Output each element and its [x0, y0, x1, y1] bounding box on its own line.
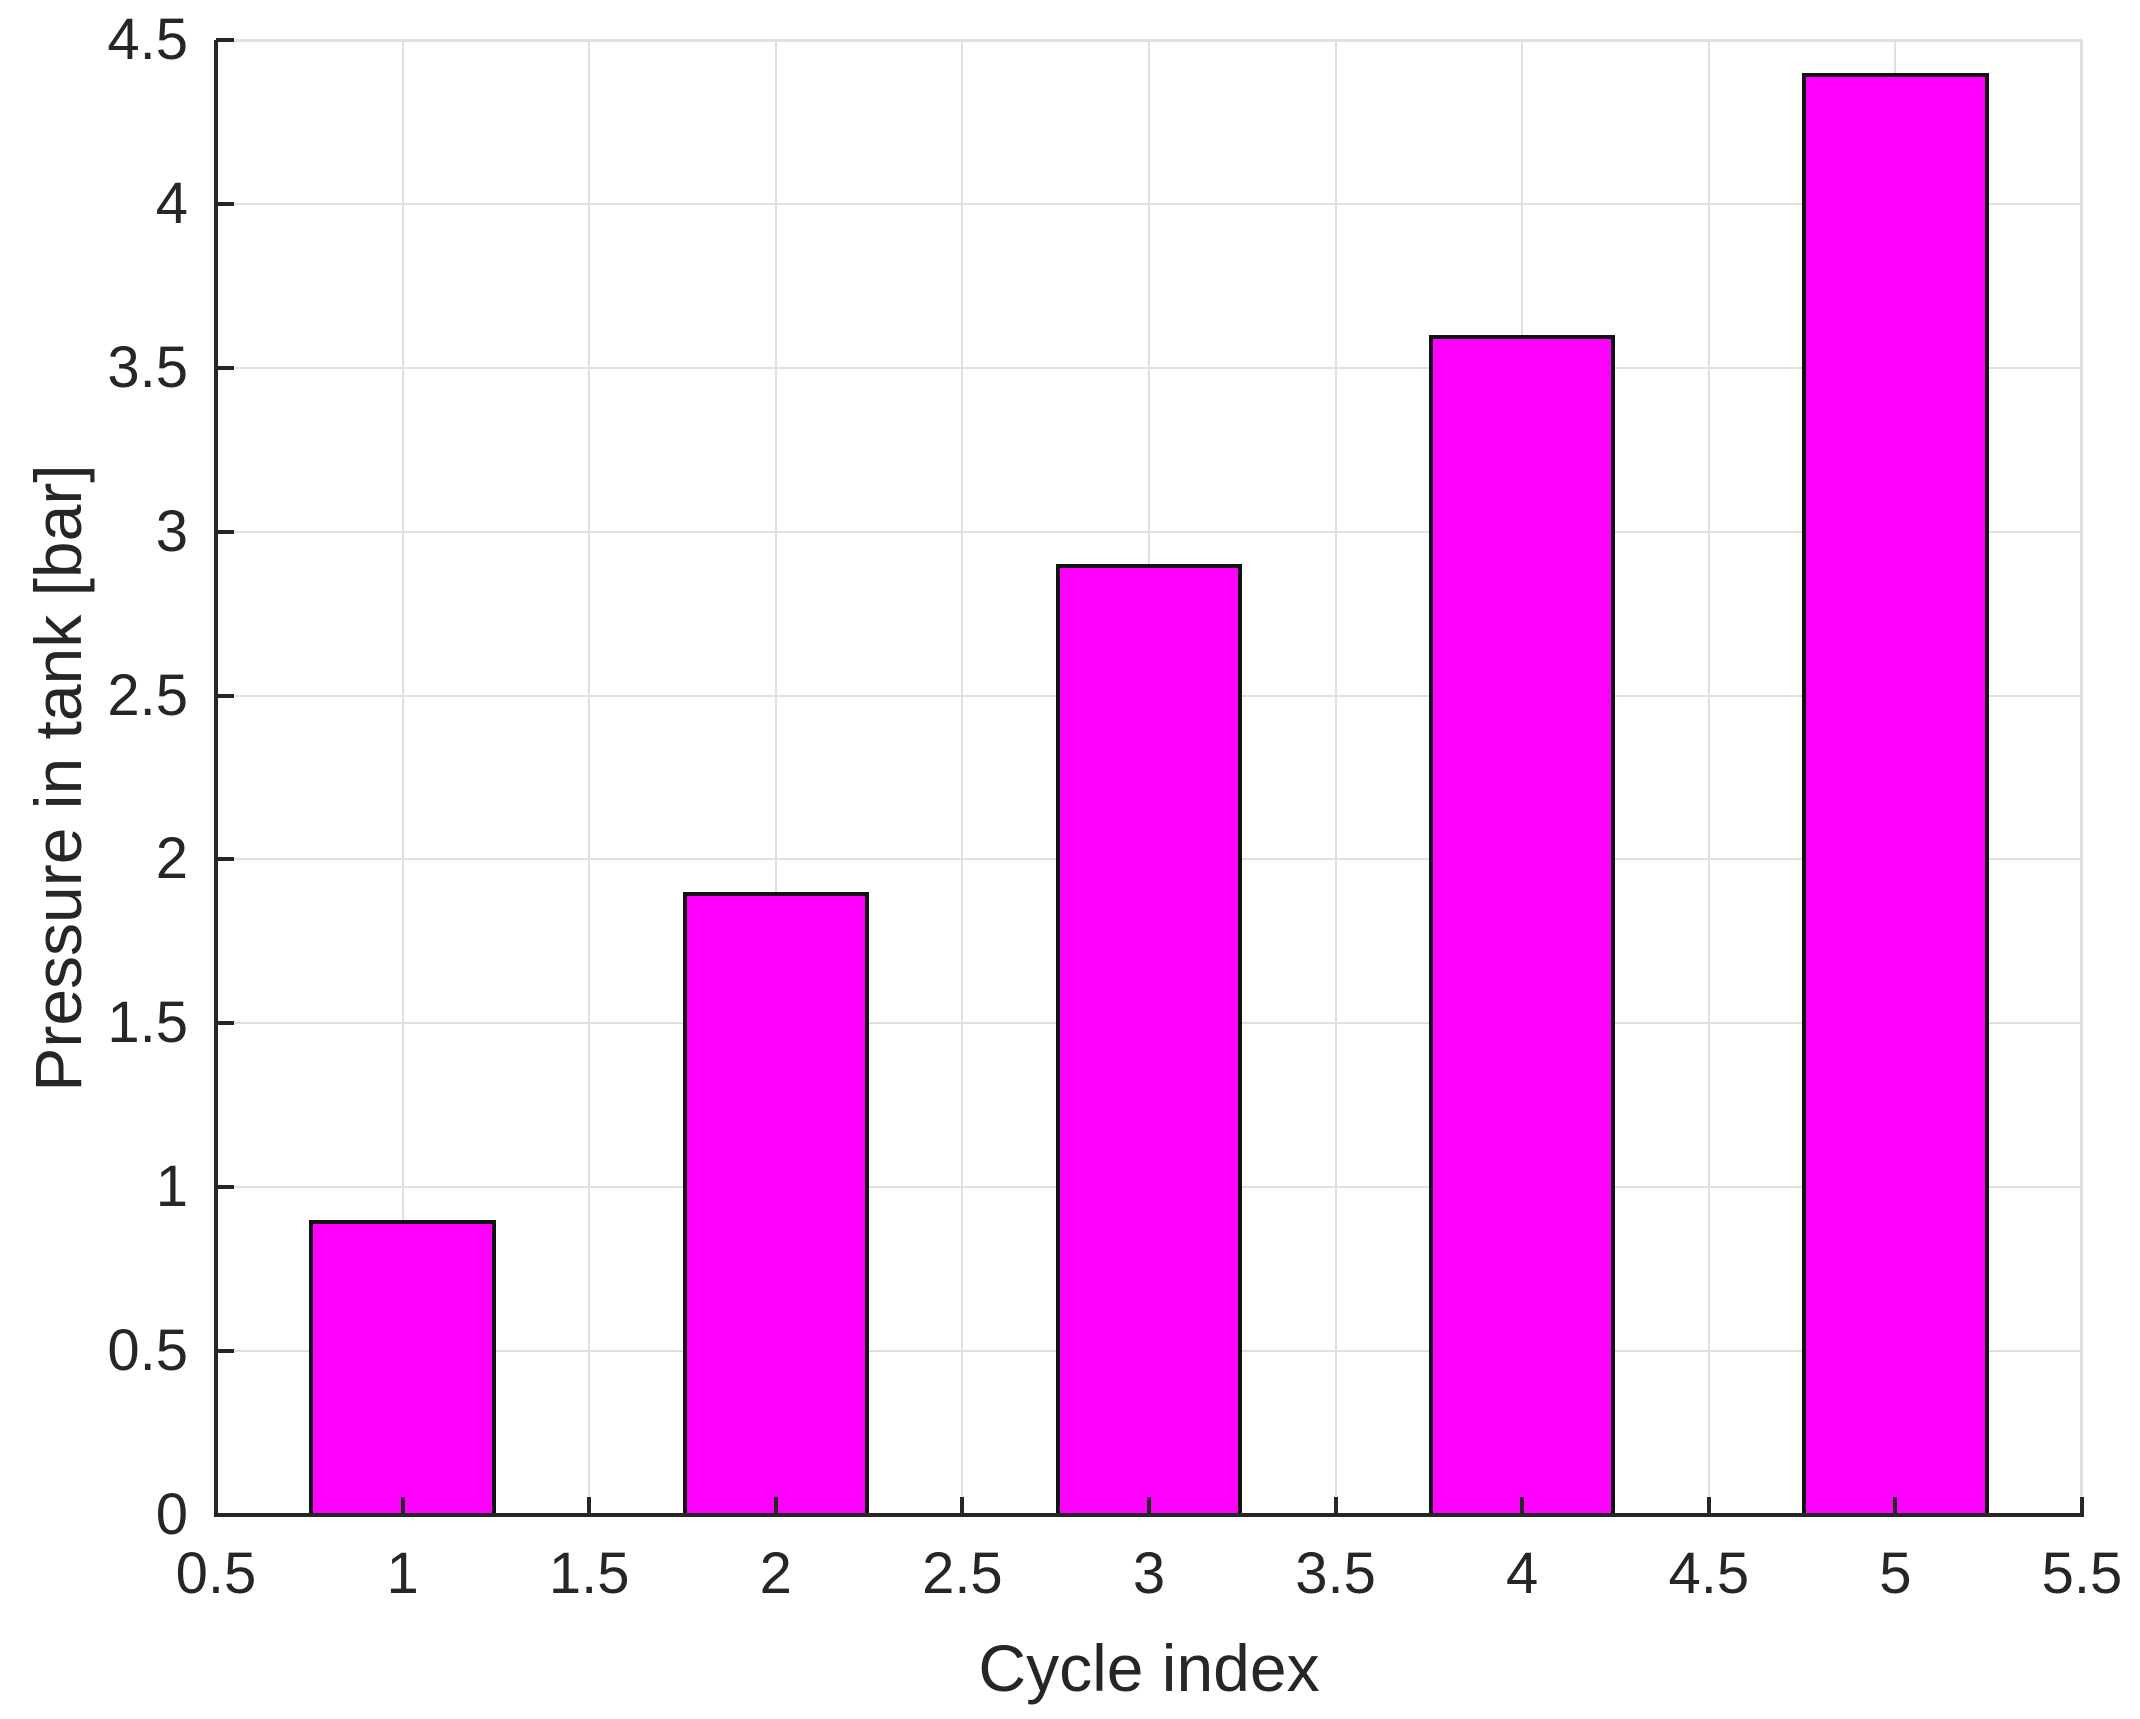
x-tick-label-5: 5: [1879, 1541, 1912, 1606]
x-axis-line: [214, 1513, 2084, 1517]
y-tick-label-4: 4: [155, 170, 188, 236]
y-tick-mark-2: [216, 857, 234, 862]
x-tick-mark-0.5: [214, 1497, 218, 1515]
gridline-x-4.5: [1707, 40, 1710, 1515]
x-tick-label-2.5: 2.5: [922, 1541, 1003, 1606]
gridline-x-1.5: [588, 40, 591, 1515]
y-tick-mark-2.5: [216, 693, 234, 698]
x-tick-mark-2: [773, 1497, 778, 1515]
plot-box-top-edge: [216, 40, 2082, 42]
y-tick-label-4.5: 4.5: [107, 7, 188, 72]
x-tick-mark-5.5: [2080, 1497, 2084, 1515]
x-tick-label-1: 1: [386, 1541, 419, 1606]
y-tick-mark-1: [216, 1185, 234, 1190]
bar-cycle-5: [1802, 72, 1989, 1515]
bar-cycle-2: [682, 892, 870, 1515]
y-tick-mark-4.5: [216, 38, 234, 42]
y-tick-mark-3.5: [216, 365, 234, 370]
gridline-x-5.5: [2081, 40, 2083, 1515]
x-tick-mark-1: [400, 1497, 405, 1515]
x-tick-label-0.5: 0.5: [175, 1541, 257, 1606]
x-tick-label-5.5: 5.5: [2041, 1541, 2123, 1606]
bar-cycle-1: [309, 1220, 496, 1515]
y-tick-label-3.5: 3.5: [107, 334, 188, 400]
y-tick-mark-0.5: [216, 1349, 234, 1354]
gridline-x-2.5: [961, 40, 964, 1515]
x-tick-mark-5: [1893, 1497, 1898, 1515]
x-tick-label-4: 4: [1506, 1541, 1539, 1606]
y-tick-label-1.5: 1.5: [107, 990, 188, 1056]
x-tick-mark-1.5: [587, 1497, 592, 1515]
y-tick-label-3: 3: [155, 498, 188, 564]
y-tick-mark-4: [216, 201, 234, 206]
y-tick-mark-0: [216, 1513, 234, 1517]
y-tick-mark-1.5: [216, 1021, 234, 1026]
bar-cycle-3: [1055, 564, 1243, 1515]
y-tick-label-2: 2: [155, 826, 188, 892]
x-tick-label-3: 3: [1132, 1541, 1166, 1606]
x-tick-mark-4.5: [1706, 1497, 1711, 1515]
x-tick-mark-3: [1147, 1497, 1151, 1515]
x-tick-label-3.5: 3.5: [1295, 1541, 1376, 1606]
y-tick-label-0: 0: [155, 1482, 188, 1547]
gridline-x-3.5: [1334, 40, 1337, 1515]
plot-box-right-edge: [2080, 40, 2082, 1515]
x-tick-label-2: 2: [759, 1541, 792, 1606]
plot-area: [214, 38, 2084, 1517]
y-tick-mark-3: [216, 529, 234, 534]
x-tick-mark-3.5: [1333, 1497, 1338, 1515]
x-tick-mark-2.5: [960, 1497, 965, 1515]
x-tick-label-4.5: 4.5: [1668, 1541, 1750, 1606]
x-tick-mark-4: [1520, 1497, 1525, 1515]
y-axis-line: [214, 40, 218, 1515]
bar-cycle-4: [1428, 335, 1616, 1515]
gridline-x-1: [401, 40, 404, 1515]
x-axis-label: Cycle index: [978, 1631, 1320, 1705]
y-tick-label-2.5: 2.5: [107, 662, 188, 728]
gridline-x-2: [774, 40, 777, 1515]
y-tick-label-1: 1: [155, 1154, 188, 1220]
x-tick-label-1.5: 1.5: [548, 1541, 630, 1606]
y-tick-label-0.5: 0.5: [107, 1318, 188, 1384]
